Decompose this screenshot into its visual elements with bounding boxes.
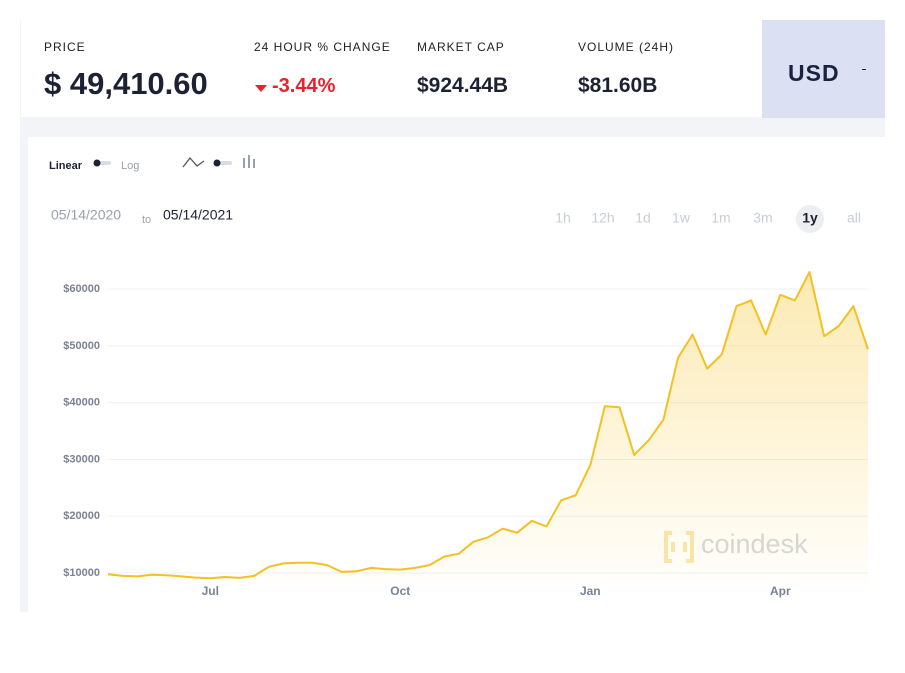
date-from[interactable]: 05/14/2020 [51,207,121,223]
range-button[interactable]: 1m [711,210,730,226]
bar-icon[interactable] [243,155,255,168]
range-button[interactable]: 12h [591,210,614,226]
toggle-knob [93,159,101,167]
range-button[interactable]: 3m [753,210,772,226]
x-tick-label: Apr [770,584,791,598]
line-icon[interactable] [182,156,205,168]
stat-value: $81.60B [578,74,658,97]
date-to[interactable]: 05/14/2021 [163,207,233,223]
range-button[interactable]: all [847,210,861,226]
stat-label: PRICE [44,40,86,54]
stat-value: $924.44B [417,74,509,97]
stat-label: 24 HOUR % CHANGE [254,40,391,54]
stat-value: -3.44% [272,75,336,97]
area [108,272,868,585]
range-button[interactable]: 1w [672,210,691,226]
stat-value: $ 49,410.60 [44,66,208,101]
scale-option[interactable]: Log [121,160,139,172]
y-tick-label: $20000 [63,510,100,522]
stats-panel [21,20,885,117]
y-tick-label: $30000 [63,453,100,465]
stat-label: MARKET CAP [417,40,505,54]
range-button[interactable]: 1y [802,210,818,226]
caret [862,67,866,70]
x-tick-label: Jan [580,584,601,598]
y-tick-label: $50000 [63,340,100,352]
date-separator: to [142,214,151,226]
range-selected [796,205,824,233]
toggle-knob [213,159,221,167]
down-arrow [255,85,267,92]
y-tick-label: $40000 [63,397,100,409]
range-button[interactable]: 1h [555,210,571,226]
x-tick-label: Oct [390,584,410,598]
currency[interactable]: USD [788,60,840,86]
range-button[interactable]: 1d [635,210,651,226]
stat-label: VOLUME (24H) [578,40,675,54]
y-tick-label: $60000 [63,283,100,295]
line [107,271,869,580]
x-tick-label: Jul [202,584,219,598]
y-tick-label: $10000 [63,567,100,579]
scale-option[interactable]: Linear [49,160,83,172]
